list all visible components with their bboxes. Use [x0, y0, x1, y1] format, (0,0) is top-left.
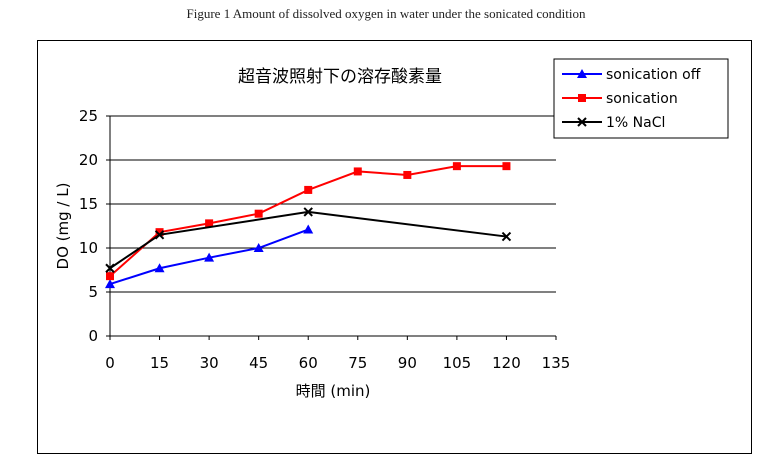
- series-line-1-nacl: [109, 210, 507, 270]
- data-point-sonication-off: [204, 252, 215, 262]
- y-tick-labels: 0 5 10 15 20 25: [79, 107, 110, 345]
- data-point-sonication-off: [105, 279, 115, 289]
- data-point-sonication: [254, 209, 263, 218]
- x-tick-label: 60: [299, 354, 318, 372]
- data-point-sonication: [502, 162, 511, 171]
- data-point-sonication: [304, 185, 313, 194]
- x-tick-label: 105: [443, 354, 472, 372]
- x-axis-title: 時間 (min): [296, 382, 371, 400]
- series-line-sonication: [109, 165, 507, 277]
- y-tick-label: 25: [79, 107, 98, 125]
- x-tick-label: 0: [105, 354, 115, 372]
- data-point-sonication: [353, 167, 362, 176]
- axes: [109, 116, 556, 337]
- y-tick-label: 10: [79, 239, 98, 257]
- x-tick-label: 30: [200, 354, 219, 372]
- x-tick-label: 135: [542, 354, 571, 372]
- legend-marker-sonication-off: [577, 69, 587, 78]
- y-axis-title: DO (mg / L): [54, 183, 72, 270]
- data-point-1-nacl-stroke-b: [105, 263, 115, 273]
- x-tick-label: 15: [150, 354, 169, 372]
- y-tick-label: 15: [79, 195, 98, 213]
- x-tick-label: 120: [492, 354, 521, 372]
- data-point-1-nacl-stroke-b: [154, 230, 165, 240]
- y-tick-label: 0: [88, 327, 98, 345]
- chart-svg: 超音波照射下の溶存酸素量 0 5 10 15 20 25 0 15 30 45 60 75 90 105…: [54, 58, 729, 400]
- legend-label-sonication: sonication: [606, 91, 678, 107]
- x-tick-labels: 0 15 30 45 60 75 90 105 120 135: [105, 336, 570, 372]
- data-point-1-nacl-stroke-b: [501, 231, 512, 242]
- data-point-sonication-off: [154, 263, 165, 273]
- legend-marker-sonication: [578, 94, 586, 102]
- legend-marker-1-nacl: [577, 117, 587, 127]
- x-tick-label: 75: [348, 354, 367, 372]
- chart-title: 超音波照射下の溶存酸素量: [238, 67, 442, 87]
- series-layer: [105, 162, 512, 289]
- data-point-1-nacl: [303, 207, 313, 217]
- chart-frame: 超音波照射下の溶存酸素量 0 5 10 15 20 25 0 15 30 45 60 75 90 105…: [37, 40, 752, 454]
- data-point-sonication: [205, 219, 214, 228]
- data-point-sonication: [452, 162, 461, 171]
- data-point-sonication: [155, 228, 164, 237]
- data-point-1-nacl: [105, 263, 115, 273]
- data-point-sonication-off: [253, 243, 264, 252]
- data-point-1-nacl: [154, 230, 165, 240]
- figure-caption: Figure 1 Amount of dissolved oxygen in w…: [186, 6, 586, 21]
- x-tick-label: 45: [249, 354, 268, 372]
- legend-label-1-nacl: 1% NaCl: [606, 115, 665, 131]
- data-point-sonication-off: [303, 224, 314, 234]
- legend-label-sonication-off: sonication off: [606, 67, 701, 83]
- legend-marker-1-nacl-stroke-b: [577, 117, 587, 127]
- data-point-sonication: [106, 272, 114, 281]
- y-tick-label: 5: [88, 283, 98, 301]
- data-point-sonication: [403, 170, 412, 179]
- x-tick-label: 90: [398, 354, 417, 372]
- data-point-1-nacl: [501, 231, 512, 242]
- gridlines: [110, 115, 556, 293]
- y-tick-label: 20: [79, 151, 98, 169]
- legend: sonication off sonication 1% NaCl: [553, 58, 729, 139]
- legend-items: sonication off sonication 1% NaCl: [562, 67, 701, 131]
- data-point-1-nacl-stroke-b: [303, 207, 313, 217]
